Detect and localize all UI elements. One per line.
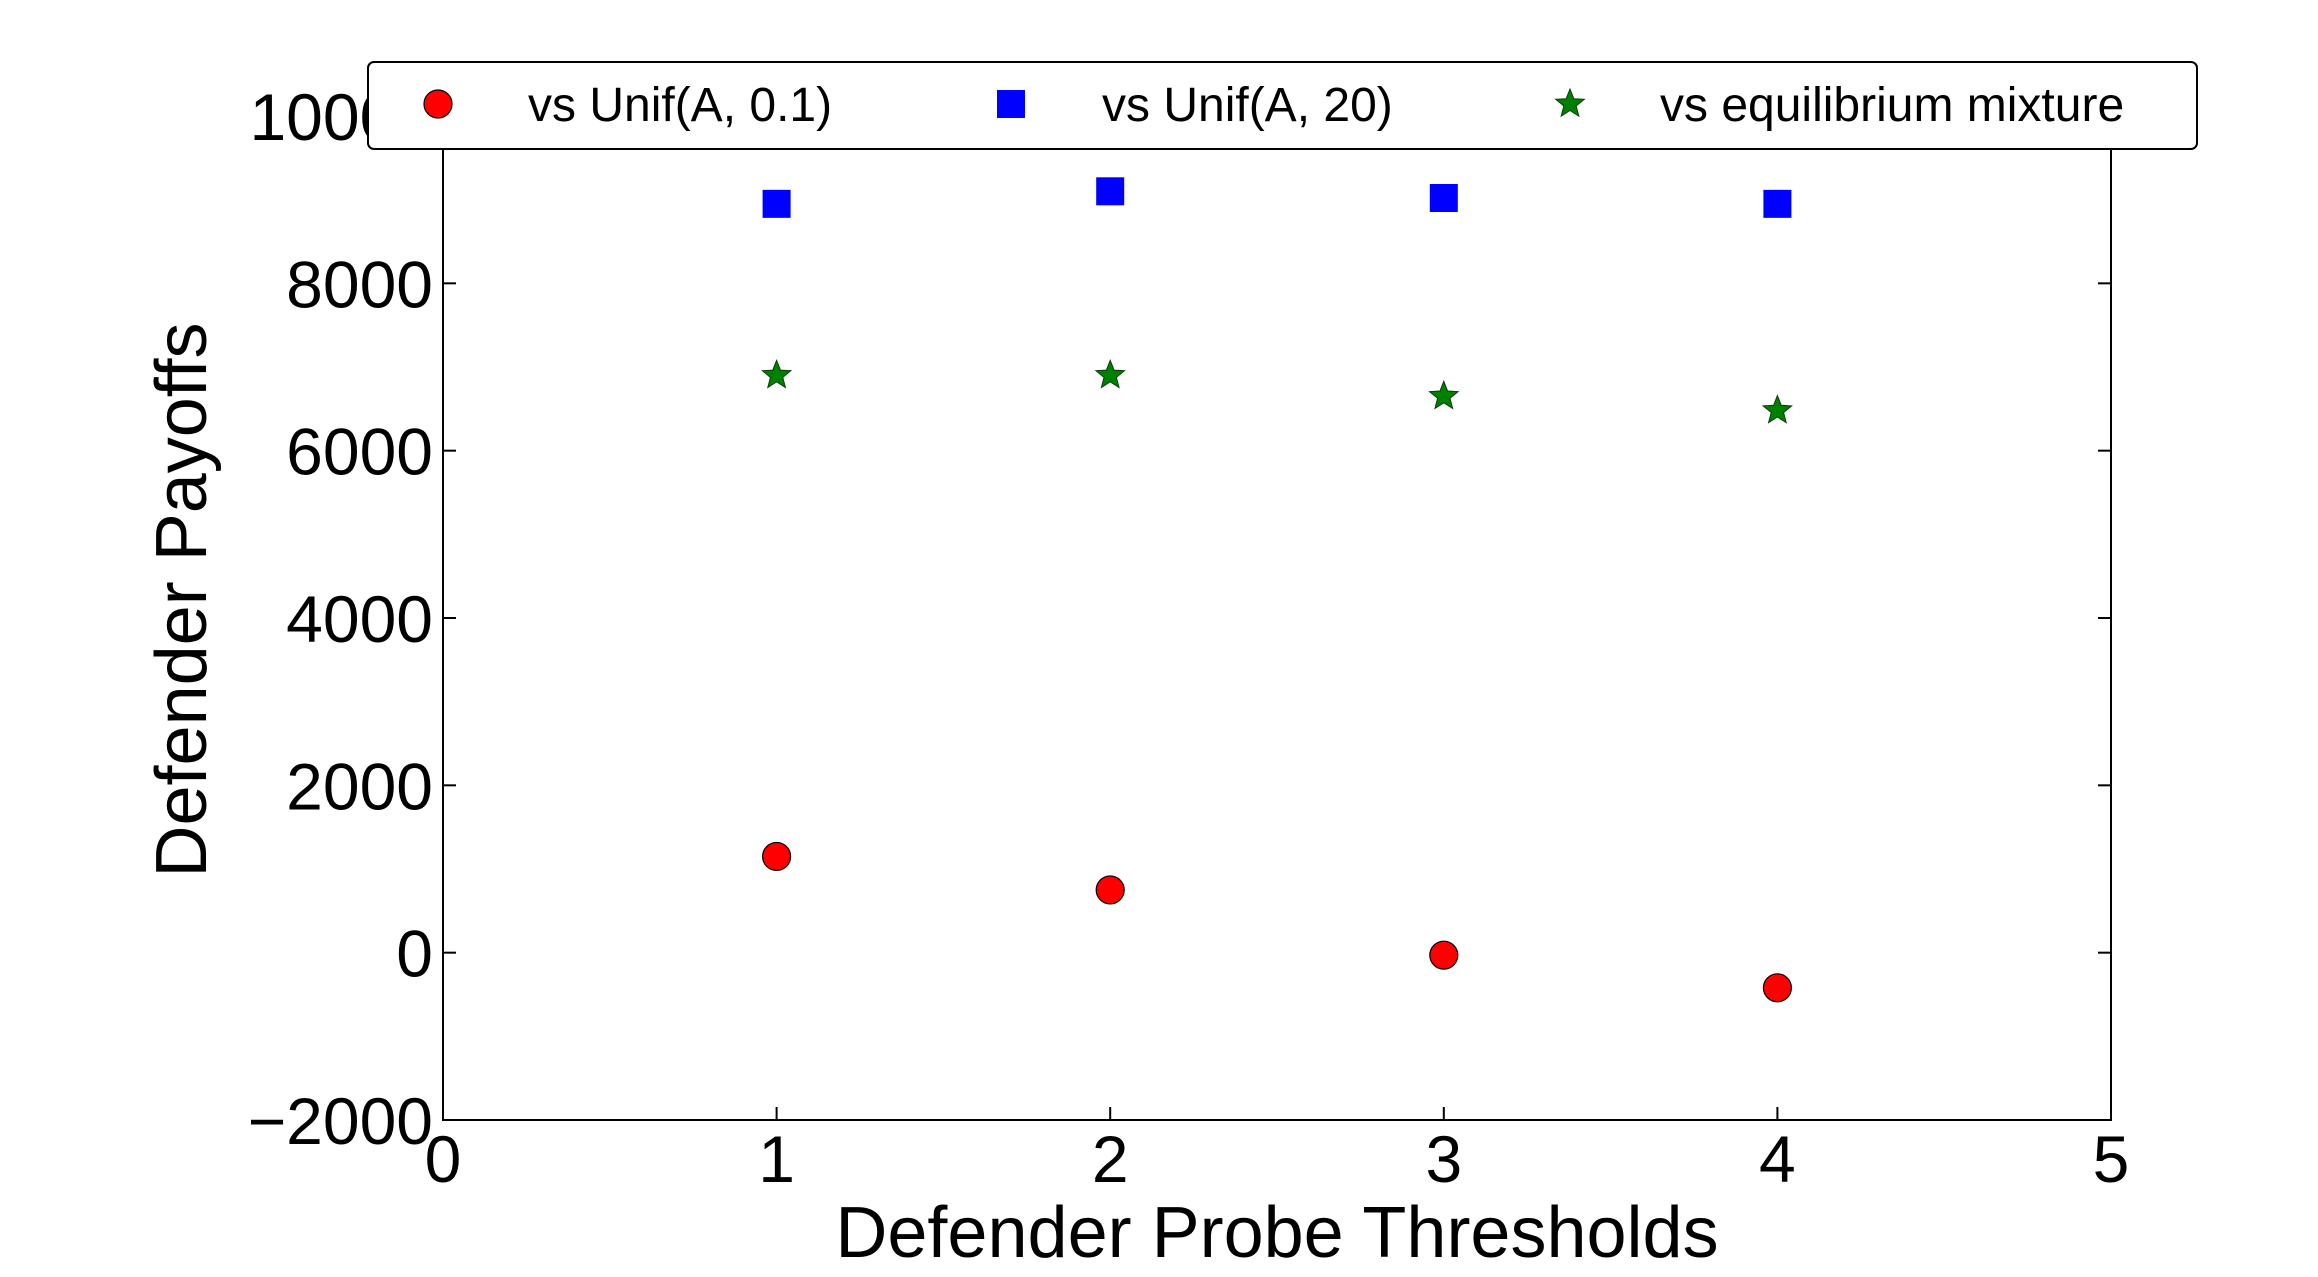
y-tick-label: 0	[396, 917, 433, 991]
y-tick-label: −2000	[248, 1084, 433, 1158]
plot-area	[442, 115, 2112, 1121]
x-axis-label: Defender Probe Thresholds	[835, 1193, 1718, 1273]
legend-label: vs Unif(A, 0.1)	[528, 79, 832, 132]
square-point	[1096, 177, 1125, 206]
circle-point	[1762, 973, 1793, 1003]
data-points	[761, 177, 1793, 1003]
star-point	[1761, 394, 1793, 424]
star-point	[1094, 359, 1126, 389]
x-tick-label: 1	[758, 1122, 795, 1196]
y-tick-label: 4000	[286, 582, 433, 656]
y-tick-label: 8000	[286, 247, 433, 321]
x-tick-label: 3	[1425, 1122, 1462, 1196]
circle-point	[1095, 875, 1125, 905]
square-point	[1763, 189, 1792, 218]
star-point	[1428, 379, 1460, 410]
legend-marker-circle	[423, 89, 453, 119]
circle-point	[1429, 940, 1459, 970]
x-tick-label: 2	[1092, 1122, 1129, 1196]
legend-box	[367, 61, 2198, 150]
legend-label: vs equilibrium mixture	[1660, 79, 2124, 132]
legend-marker-square	[997, 90, 1025, 118]
square-point	[762, 189, 791, 218]
legend-label: vs Unif(A, 20)	[1102, 79, 1393, 132]
circle-point	[761, 841, 792, 872]
y-tick-label: 2000	[286, 749, 433, 823]
x-tick-label: 0	[425, 1122, 462, 1196]
x-tick-label: 5	[2093, 1122, 2130, 1196]
legend: vs Unif(A, 0.1) vs Unif(A, 20) vs equilibr…	[367, 61, 2198, 150]
y-axis-label: Defender Payoffs	[142, 322, 222, 877]
y-tick-label: 6000	[286, 415, 433, 489]
square-point	[1429, 183, 1458, 212]
star-point	[761, 359, 793, 389]
legend-marker-star	[1554, 87, 1586, 118]
x-tick-label: 4	[1759, 1122, 1796, 1196]
